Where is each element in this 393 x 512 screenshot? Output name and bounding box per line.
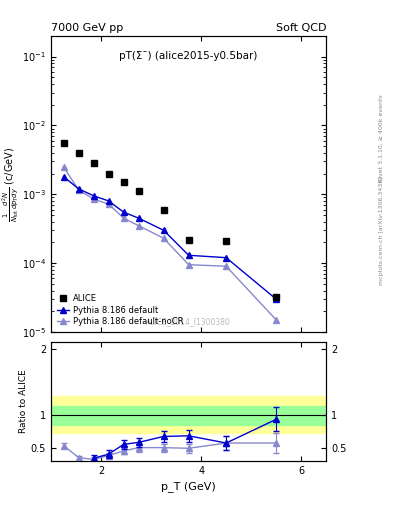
ALICE <box>61 140 66 146</box>
Pythia 8.186 default <box>106 198 111 204</box>
ALICE <box>76 150 81 156</box>
Pythia 8.186 default <box>121 209 126 215</box>
Pythia 8.186 default-noCR <box>61 164 66 170</box>
ALICE <box>224 238 228 244</box>
Pythia 8.186 default-noCR <box>76 187 81 193</box>
ALICE <box>91 160 96 166</box>
Pythia 8.186 default-noCR <box>274 317 279 323</box>
Bar <box>51 396 326 433</box>
Pythia 8.186 default-noCR <box>136 223 141 229</box>
Text: 7000 GeV pp: 7000 GeV pp <box>51 23 123 33</box>
ALICE <box>186 237 191 243</box>
Pythia 8.186 default <box>91 193 96 199</box>
Text: Rivet 3.1.10, ≥ 400k events: Rivet 3.1.10, ≥ 400k events <box>379 94 384 182</box>
ALICE <box>274 294 279 300</box>
Y-axis label: Ratio to ALICE: Ratio to ALICE <box>19 370 28 434</box>
Pythia 8.186 default-noCR <box>106 201 111 207</box>
Pythia 8.186 default <box>76 186 81 192</box>
ALICE <box>121 179 126 185</box>
Pythia 8.186 default-noCR <box>186 262 191 268</box>
Pythia 8.186 default <box>136 215 141 221</box>
X-axis label: p_T (GeV): p_T (GeV) <box>161 481 216 492</box>
Pythia 8.186 default <box>186 252 191 259</box>
Line: Pythia 8.186 default: Pythia 8.186 default <box>61 174 279 302</box>
Pythia 8.186 default <box>224 254 228 261</box>
Pythia 8.186 default-noCR <box>91 196 96 202</box>
Legend: ALICE, Pythia 8.186 default, Pythia 8.186 default-noCR: ALICE, Pythia 8.186 default, Pythia 8.18… <box>55 292 185 328</box>
Text: mcplots.cern.ch [arXiv:1306.3436]: mcplots.cern.ch [arXiv:1306.3436] <box>379 176 384 285</box>
Pythia 8.186 default-noCR <box>161 235 166 241</box>
Line: Pythia 8.186 default-noCR: Pythia 8.186 default-noCR <box>61 164 279 323</box>
Text: pT(Σ¯) (alice2015-y0.5bar): pT(Σ¯) (alice2015-y0.5bar) <box>119 51 258 60</box>
Pythia 8.186 default <box>161 227 166 233</box>
Bar <box>51 406 326 425</box>
Y-axis label: $\frac{1}{N_\mathrm{tot}}\frac{d^2N}{dp_T dy}$ (c/GeV): $\frac{1}{N_\mathrm{tot}}\frac{d^2N}{dp_… <box>0 146 21 222</box>
Pythia 8.186 default-noCR <box>224 263 228 269</box>
ALICE <box>106 170 111 177</box>
Pythia 8.186 default <box>274 296 279 302</box>
Text: Soft QCD: Soft QCD <box>276 23 326 33</box>
Pythia 8.186 default <box>61 174 66 180</box>
Text: ALICE_2014_I1300380: ALICE_2014_I1300380 <box>146 317 231 326</box>
ALICE <box>161 206 166 212</box>
ALICE <box>136 188 141 195</box>
Pythia 8.186 default-noCR <box>121 215 126 221</box>
Line: ALICE: ALICE <box>61 140 279 301</box>
